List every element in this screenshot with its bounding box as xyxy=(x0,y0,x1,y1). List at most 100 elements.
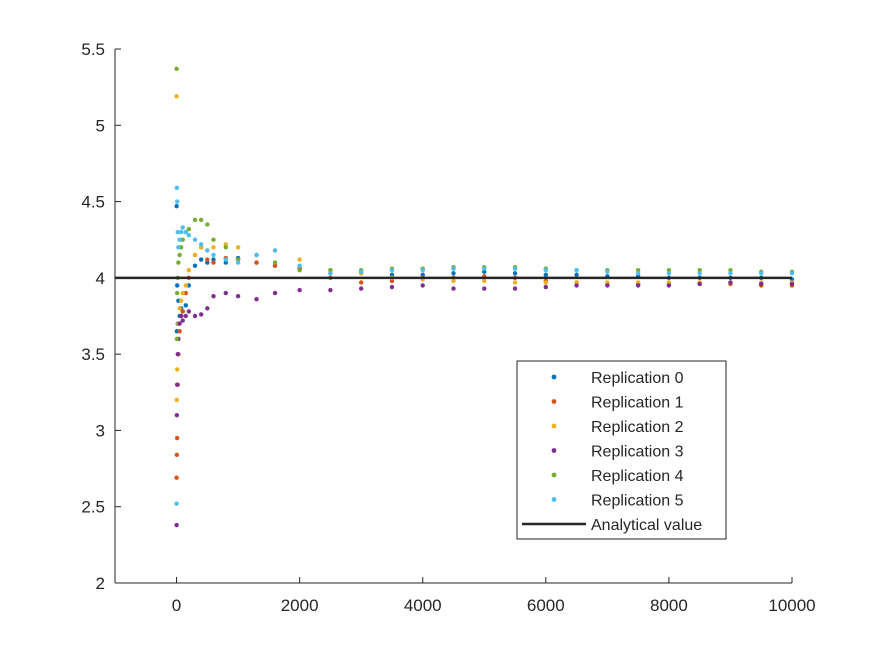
data-point-series-5 xyxy=(186,232,192,238)
data-point-series-4 xyxy=(180,237,185,242)
data-point-series-5 xyxy=(451,266,456,271)
data-point-series-5 xyxy=(235,260,241,265)
data-point-series-5 xyxy=(328,271,333,276)
data-point-series-4 xyxy=(174,336,180,342)
series-5 xyxy=(174,185,795,506)
series-3 xyxy=(174,280,795,528)
data-point-series-5 xyxy=(605,269,610,274)
legend-entry-2: Replication 2 xyxy=(551,419,684,436)
data-point-series-3 xyxy=(420,283,425,288)
data-point-series-2 xyxy=(543,280,549,285)
data-point-series-3 xyxy=(211,293,216,299)
legend: Replication 0 Replication 1 Replication 2 R… xyxy=(516,360,727,540)
data-point-series-2 xyxy=(211,245,216,250)
data-point-series-5 xyxy=(574,268,579,273)
data-point-series-2 xyxy=(174,367,180,372)
data-point-series-5 xyxy=(205,248,210,253)
data-point-series-5 xyxy=(635,271,641,276)
data-point-series-4 xyxy=(177,252,182,258)
legend-label: Replication 5 xyxy=(591,493,684,510)
legend-marker xyxy=(551,423,557,429)
data-point-series-3 xyxy=(389,284,395,290)
data-point-series-5 xyxy=(174,199,180,204)
data-point-series-2 xyxy=(180,290,185,296)
data-point-series-0 xyxy=(183,303,188,308)
data-point-series-4 xyxy=(297,268,302,273)
data-point-series-2 xyxy=(192,252,198,258)
data-point-series-3 xyxy=(180,318,185,323)
legend-marker xyxy=(551,497,557,502)
legend-marker xyxy=(551,399,557,404)
data-point-series-0 xyxy=(186,283,192,288)
data-point-series-4 xyxy=(174,66,179,72)
data-point-series-5 xyxy=(297,263,302,268)
data-point-series-3 xyxy=(666,283,672,288)
y-tick-label: 5.5 xyxy=(81,40,105,59)
data-point-series-5 xyxy=(198,242,204,247)
data-point-series-3 xyxy=(512,286,518,291)
data-point-series-0 xyxy=(198,257,204,262)
data-point-series-3 xyxy=(543,284,549,290)
data-point-series-3 xyxy=(605,283,610,288)
data-point-series-3 xyxy=(635,283,641,288)
data-point-series-3 xyxy=(177,321,182,326)
data-point-series-2 xyxy=(235,245,241,250)
data-point-series-1 xyxy=(174,435,180,441)
data-point-series-4 xyxy=(728,268,733,273)
legend-label: Analytical value xyxy=(591,517,702,534)
data-point-series-2 xyxy=(223,242,228,247)
data-point-series-2 xyxy=(183,283,188,288)
data-point-series-2 xyxy=(198,245,204,250)
data-point-series-1 xyxy=(272,263,278,268)
data-point-series-4 xyxy=(328,268,333,273)
data-point-series-5 xyxy=(211,252,216,258)
data-point-series-5 xyxy=(272,248,278,253)
data-point-series-4 xyxy=(697,268,702,273)
x-tick-label: 6000 xyxy=(527,596,565,615)
data-point-series-5 xyxy=(697,271,702,276)
legend-label: Replication 3 xyxy=(591,444,684,461)
data-point-series-5 xyxy=(254,252,259,258)
data-point-series-4 xyxy=(174,290,180,296)
data-point-series-0 xyxy=(574,272,579,278)
data-point-series-3 xyxy=(789,281,795,287)
data-point-series-0 xyxy=(420,272,425,278)
data-point-series-2 xyxy=(174,94,179,99)
data-point-series-5 xyxy=(174,185,180,191)
legend-label: Replication 0 xyxy=(591,370,684,387)
ticks: 0 2000 4000 6000 8000 10000 2 2.5 3 3.5 4 4.5 5 5.5 xyxy=(81,40,815,615)
data-point-series-3 xyxy=(451,286,456,291)
data-point-series-2 xyxy=(605,280,610,285)
data-point-series-5 xyxy=(543,268,549,273)
data-point-series-4 xyxy=(235,257,241,262)
data-point-series-3 xyxy=(728,280,733,285)
data-point-series-2 xyxy=(451,278,456,284)
data-point-series-5 xyxy=(183,229,188,235)
data-point-series-4 xyxy=(211,237,216,242)
data-point-series-5 xyxy=(789,271,795,276)
data-point-series-5 xyxy=(174,501,179,506)
data-point-series-5 xyxy=(666,271,672,276)
data-point-series-5 xyxy=(358,269,364,274)
data-point-series-3 xyxy=(235,293,241,299)
x-tick-label: 0 xyxy=(172,596,181,615)
data-point-series-1 xyxy=(177,329,182,334)
data-point-series-5 xyxy=(420,268,425,273)
data-point-series-1 xyxy=(174,452,180,458)
y-tick-label: 3.5 xyxy=(81,345,105,364)
data-point-series-3 xyxy=(574,283,579,288)
data-point-series-0 xyxy=(174,283,180,288)
data-point-series-0 xyxy=(223,260,228,265)
y-tick-label: 3 xyxy=(96,421,105,440)
legend-entry-1: Replication 1 xyxy=(551,395,684,412)
legend-entry-5: Replication 5 xyxy=(551,493,684,510)
data-point-series-2 xyxy=(178,298,184,303)
data-point-series-0 xyxy=(512,271,518,276)
data-point-series-5 xyxy=(223,257,228,262)
data-point-series-5 xyxy=(178,229,184,235)
legend-marker xyxy=(551,448,557,453)
data-point-series-3 xyxy=(482,286,487,291)
data-point-series-5 xyxy=(176,245,181,250)
data-point-series-0 xyxy=(205,260,210,265)
